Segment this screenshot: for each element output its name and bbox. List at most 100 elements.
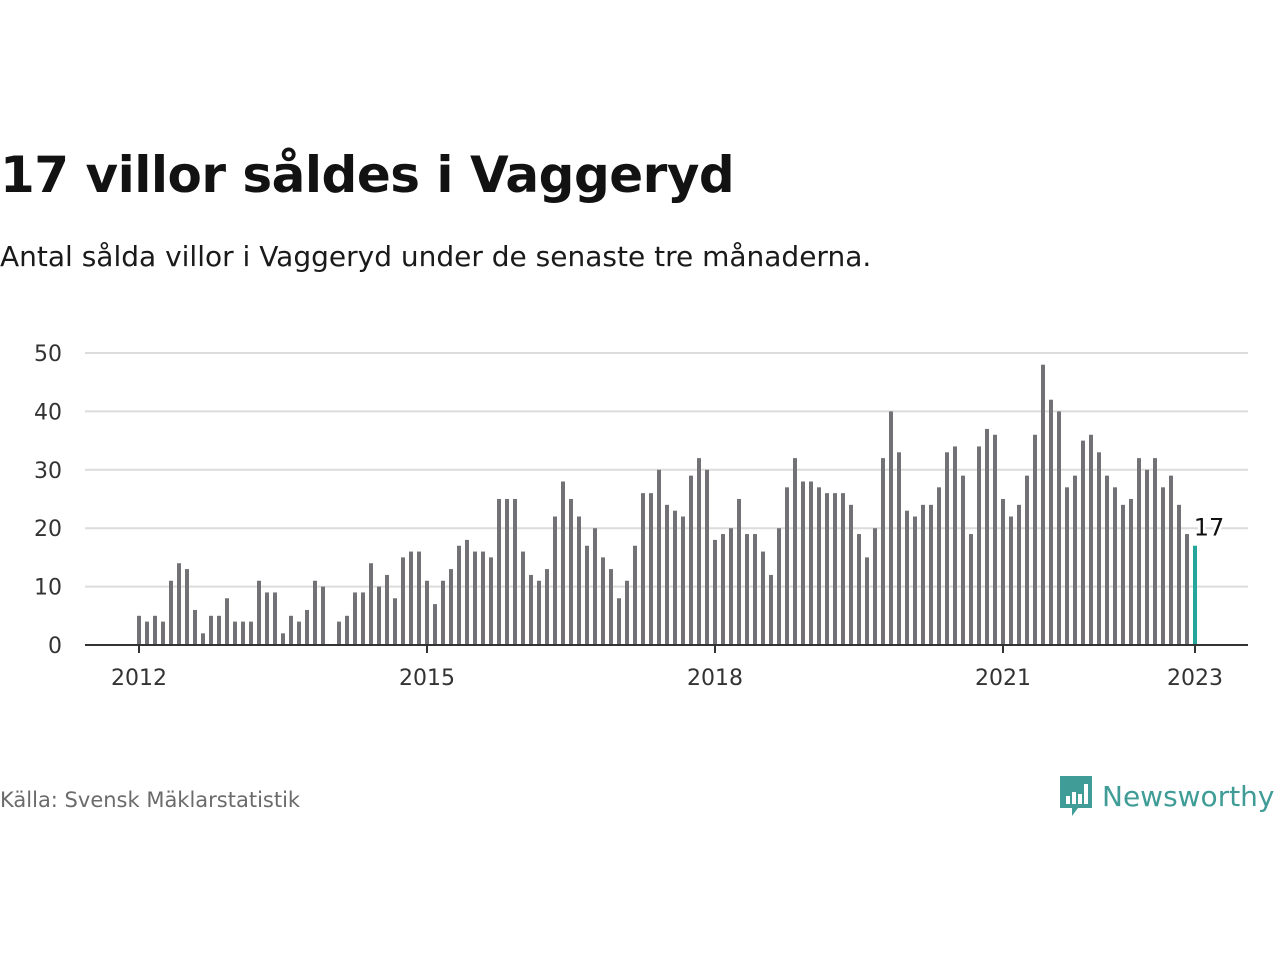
source-note: Källa: Svensk Mäklarstatistik	[0, 788, 301, 812]
bar	[401, 557, 405, 645]
bar	[545, 569, 549, 645]
bar	[873, 528, 877, 645]
bar	[937, 487, 941, 645]
bar	[841, 493, 845, 645]
bar	[337, 621, 341, 645]
bar	[1041, 364, 1045, 645]
bar-latest	[1193, 545, 1197, 645]
bar	[953, 446, 957, 645]
bar	[249, 621, 253, 645]
bar	[897, 452, 901, 645]
y-axis-ticks: 0 10 20 30 40 50	[34, 342, 62, 659]
gridlines	[85, 352, 1248, 588]
bar	[753, 534, 757, 645]
bar	[297, 621, 301, 645]
bar	[1185, 534, 1189, 645]
y-tick-label: 10	[34, 576, 62, 601]
bar	[777, 528, 781, 645]
bar	[257, 580, 261, 645]
x-tick-label: 2018	[687, 666, 743, 691]
bars	[137, 364, 1197, 645]
bar	[625, 580, 629, 645]
y-tick-label: 30	[34, 459, 62, 484]
bar	[377, 586, 381, 645]
bar	[177, 563, 181, 645]
bar	[1081, 440, 1085, 645]
bar	[449, 569, 453, 645]
bar	[425, 580, 429, 645]
bar	[193, 609, 197, 645]
bar	[1097, 452, 1101, 645]
y-tick-label: 0	[48, 634, 62, 659]
bar	[1009, 516, 1013, 645]
bar	[209, 615, 213, 645]
chart-subtitle: Antal sålda villor i Vaggeryd under de s…	[0, 240, 872, 273]
bar	[1177, 504, 1181, 645]
bar	[313, 580, 317, 645]
bar	[433, 604, 437, 645]
bar	[1033, 434, 1037, 645]
bar	[353, 592, 357, 645]
bar	[1129, 499, 1133, 645]
bar	[641, 493, 645, 645]
bar	[1113, 487, 1117, 645]
bar	[1065, 487, 1069, 645]
bar	[809, 481, 813, 645]
bar	[705, 469, 709, 645]
bar	[633, 545, 637, 645]
bar	[441, 580, 445, 645]
bar	[481, 551, 485, 645]
bar	[497, 499, 501, 645]
bar	[153, 615, 157, 645]
brand-name: Newsworthy	[1102, 779, 1275, 813]
bar	[817, 487, 821, 645]
bar	[489, 557, 493, 645]
bar	[369, 563, 373, 645]
bar	[513, 499, 517, 645]
y-tick-label: 50	[34, 342, 62, 367]
bar	[1105, 475, 1109, 645]
bar	[649, 493, 653, 645]
bar	[569, 499, 573, 645]
bar	[697, 458, 701, 645]
y-tick-label: 40	[34, 400, 62, 425]
bar	[673, 510, 677, 645]
bar	[793, 458, 797, 645]
bar	[977, 446, 981, 645]
x-axis-ticks: 2012 2015 2018 2021 2023	[111, 645, 1223, 691]
bar	[961, 475, 965, 645]
bar	[1121, 504, 1125, 645]
bar	[321, 586, 325, 645]
bar	[609, 569, 613, 645]
bar	[681, 516, 685, 645]
bar	[785, 487, 789, 645]
bar	[593, 528, 597, 645]
bar	[585, 545, 589, 645]
bar	[745, 534, 749, 645]
latest-value-label: 17	[1194, 514, 1225, 542]
bar	[769, 574, 773, 645]
bar	[1169, 475, 1173, 645]
bar	[945, 452, 949, 645]
bar	[969, 534, 973, 645]
x-tick-label: 2015	[399, 666, 455, 691]
bar	[145, 621, 149, 645]
bar	[1017, 504, 1021, 645]
bar	[233, 621, 237, 645]
bar-chart: 0 10 20 30 40 50 2012 2015 2018 2021 2023 17	[34, 342, 1248, 691]
bar	[521, 551, 525, 645]
bar	[385, 574, 389, 645]
bar	[529, 574, 533, 645]
bar	[465, 539, 469, 645]
bar	[713, 539, 717, 645]
bar	[137, 615, 141, 645]
bar	[281, 633, 285, 645]
x-tick-label: 2012	[111, 666, 167, 691]
bar	[825, 493, 829, 645]
bar	[537, 580, 541, 645]
bar	[857, 534, 861, 645]
bar	[1161, 487, 1165, 645]
bar	[913, 516, 917, 645]
bar	[1049, 399, 1053, 645]
bar	[185, 569, 189, 645]
